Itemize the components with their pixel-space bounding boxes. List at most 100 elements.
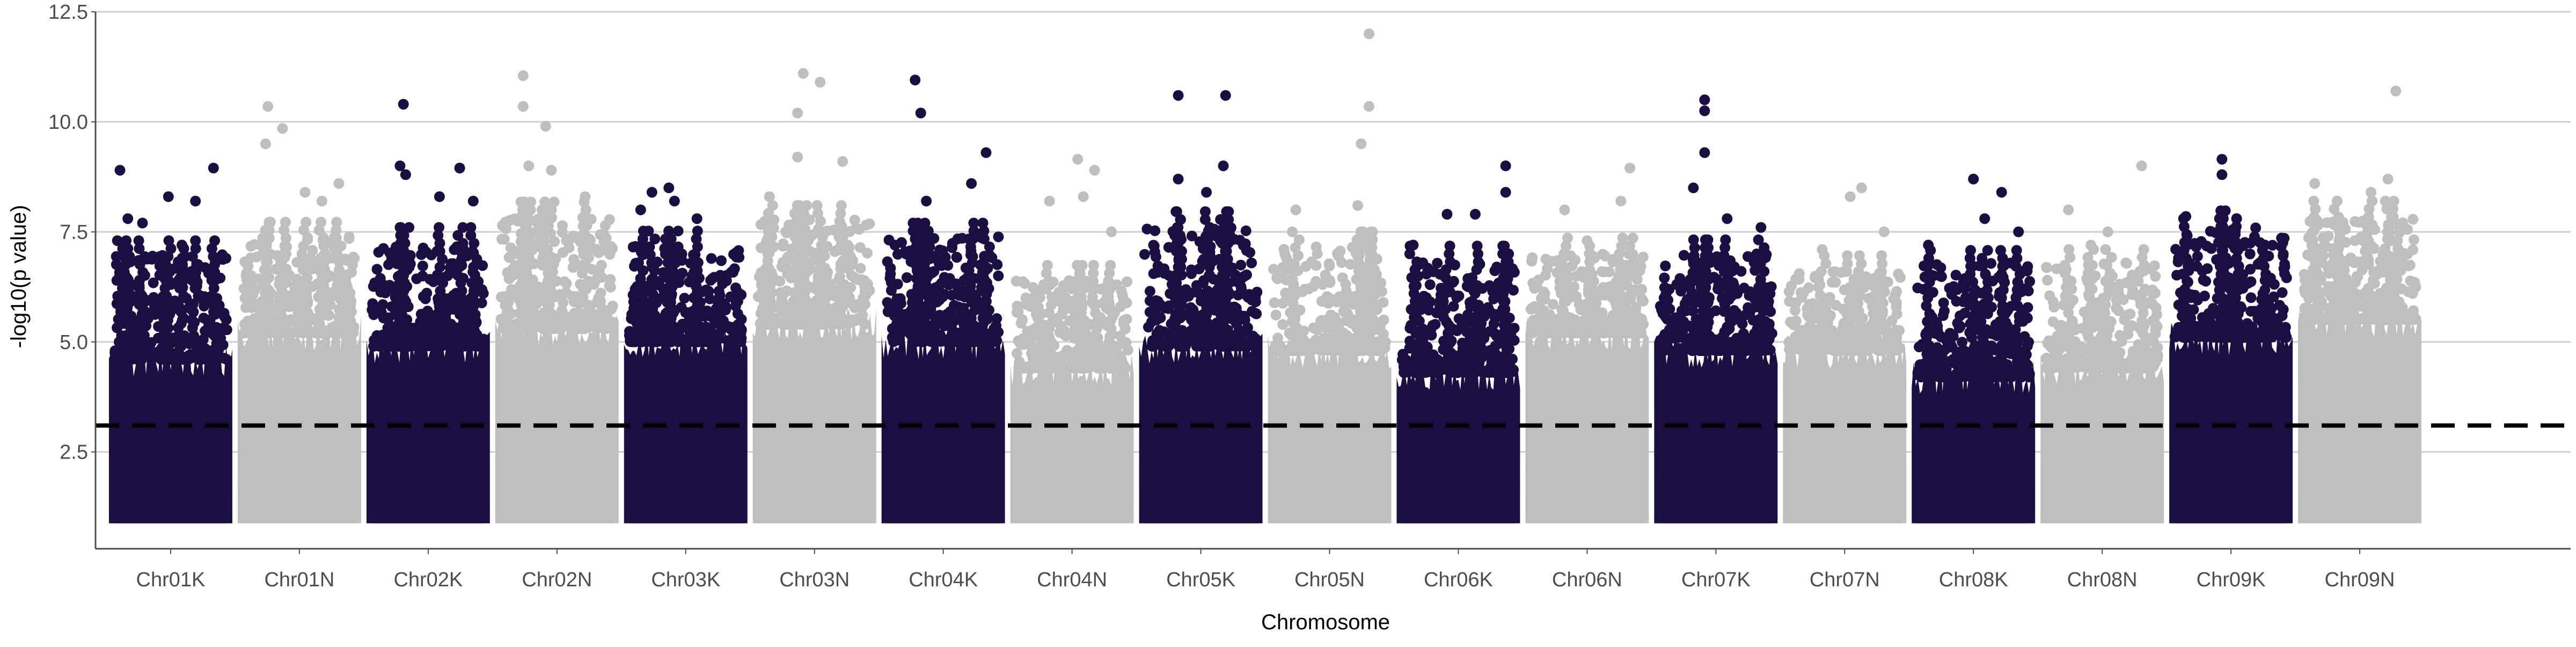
peak-point: [1173, 90, 1184, 101]
snp-point: [1430, 367, 1441, 378]
snp-point: [1150, 307, 1160, 317]
snp-point: [1193, 329, 1204, 339]
snp-point: [1337, 345, 1348, 356]
snp-point: [497, 220, 508, 231]
snp-point: [1269, 344, 1280, 354]
snp-point: [992, 259, 1002, 270]
points-dense-band: [1654, 334, 1777, 524]
peak-point: [1755, 222, 1766, 233]
snp-point: [692, 226, 703, 236]
snp-point: [1356, 227, 1366, 237]
snp-point: [1031, 309, 1042, 320]
points-dense-band: [109, 343, 232, 524]
peak-point: [1879, 227, 1890, 237]
snp-point: [241, 270, 252, 281]
snp-point: [713, 315, 724, 325]
snp-point: [264, 217, 274, 228]
snp-point: [1785, 337, 1796, 347]
points-base-row: [753, 513, 876, 524]
peak-point: [1817, 244, 1827, 255]
snp-point: [504, 273, 515, 284]
chromosome-points-Chr03K: [624, 183, 748, 524]
snp-point: [1287, 227, 1298, 237]
snp-point: [608, 323, 618, 334]
snp-point: [499, 234, 510, 245]
chromosome-points-Chr02N: [495, 70, 619, 524]
points-dense-band: [495, 311, 619, 523]
snp-point: [301, 217, 311, 228]
snp-point: [1013, 307, 1023, 317]
snp-point: [1454, 313, 1465, 324]
snp-point: [706, 253, 717, 264]
peak-point: [1699, 94, 1710, 105]
chromosome-points-Chr04N: [1011, 154, 1134, 524]
snp-point: [860, 281, 870, 292]
peak-point: [921, 196, 932, 207]
chromosome-points-Chr01N: [238, 101, 361, 523]
snp-point: [898, 323, 909, 334]
snp-point: [778, 241, 788, 252]
peak-point: [1501, 187, 1511, 198]
snp-point: [1664, 284, 1674, 295]
snp-point: [1300, 284, 1311, 295]
peak-point: [317, 196, 327, 207]
snp-point: [1245, 247, 1255, 258]
snp-point: [383, 312, 394, 323]
snp-point: [561, 278, 572, 289]
snp-point: [902, 272, 912, 283]
snp-point: [978, 217, 989, 228]
snp-point: [1319, 296, 1329, 307]
snp-point: [1638, 252, 1649, 263]
snp-point: [725, 292, 736, 302]
snp-point: [812, 200, 823, 211]
snp-point: [1497, 352, 1507, 362]
snp-point: [1753, 235, 1764, 245]
snp-point: [846, 270, 857, 281]
snp-point: [1660, 260, 1671, 271]
peak-point: [1615, 196, 1626, 207]
points-dense-band: [753, 308, 876, 523]
peak-point: [1699, 105, 1710, 116]
snp-point: [1033, 330, 1043, 340]
peak-point: [1220, 90, 1231, 101]
snp-point: [1312, 249, 1323, 259]
peak-point: [792, 152, 803, 163]
snp-point: [557, 220, 568, 231]
snp-point: [937, 245, 948, 256]
peak-point: [115, 165, 126, 176]
snp-point: [1790, 297, 1801, 308]
snp-point: [499, 323, 510, 334]
peak-point: [455, 163, 465, 173]
snp-point: [1618, 232, 1628, 243]
peak-point: [1470, 209, 1481, 220]
snp-point: [991, 321, 1001, 331]
snp-point: [1028, 282, 1038, 293]
snp-point: [836, 200, 847, 211]
snp-point: [723, 321, 734, 332]
snp-point: [1663, 295, 1673, 306]
peak-point: [669, 196, 680, 207]
snp-point: [947, 290, 957, 301]
points-dense-band: [1396, 355, 1520, 524]
snp-point: [465, 222, 476, 233]
peak-point: [647, 187, 657, 198]
snp-point: [1315, 316, 1326, 326]
snp-point: [1593, 315, 1604, 326]
snp-point: [1424, 357, 1435, 367]
peak-point: [468, 196, 479, 207]
points-dense-band: [1011, 351, 1134, 524]
snp-point: [349, 322, 360, 332]
snp-point: [1891, 302, 1902, 312]
snp-point: [1421, 268, 1432, 279]
snp-point: [936, 316, 947, 327]
snp-point: [1739, 282, 1750, 293]
snp-point: [1152, 267, 1163, 278]
snp-point: [1489, 366, 1499, 377]
snp-point: [605, 274, 616, 285]
peak-point: [792, 108, 803, 119]
snp-point: [1151, 251, 1161, 262]
chromosome-points-Chr05K: [1139, 90, 1263, 524]
snp-point: [1324, 258, 1335, 269]
snp-point: [1801, 345, 1812, 356]
